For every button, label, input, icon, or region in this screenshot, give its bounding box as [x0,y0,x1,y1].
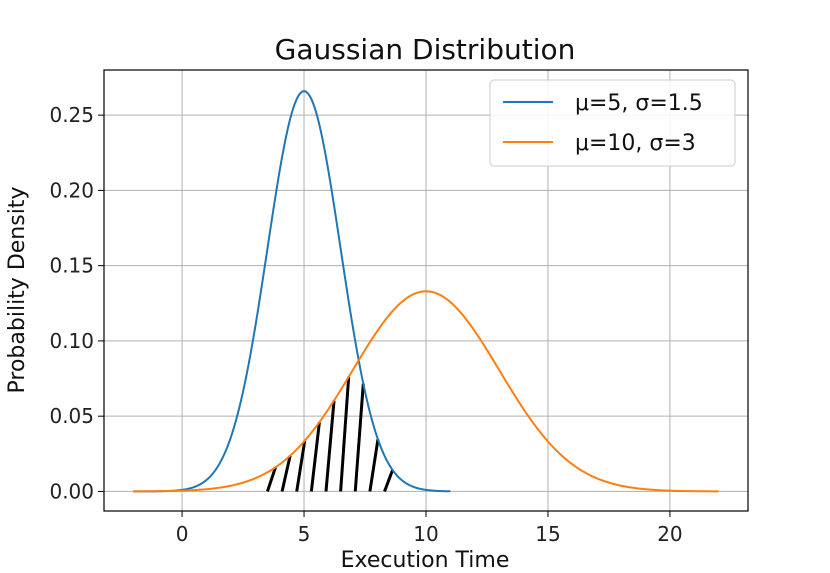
hatch-line [324,400,336,492]
x-tick-label: 5 [298,522,311,546]
x-axis-label: Execution Time [341,548,510,573]
y-tick-label: 0.00 [49,479,94,503]
hatched-region [266,376,394,492]
hatch-line [280,455,292,492]
hatch-line [295,440,307,492]
hatch-line [383,469,394,492]
hatch-line [339,376,351,492]
x-tick-label: 20 [657,522,682,546]
legend-label-1: μ=5, σ=1.5 [575,91,703,116]
x-tick-label: 10 [413,522,438,546]
legend-label-2: μ=10, σ=3 [575,131,696,156]
y-tick-label: 0.15 [49,254,94,278]
x-tick-label: 0 [176,522,189,546]
x-tick-label: 15 [535,522,560,546]
y-tick-label: 0.05 [49,404,94,428]
series-lines [133,90,719,493]
y-axis-label: Probability Density [5,187,30,394]
hatch-line [266,466,277,492]
y-tick-label: 0.10 [49,329,94,353]
hatch-line [368,439,380,492]
series-line-1 [133,90,451,493]
ticks: 0 5 10 15 20 0.00 0.05 0.10 0.15 0.20 0.25 [49,103,682,546]
legend: μ=5, σ=1.5 μ=10, σ=3 [489,79,736,167]
y-tick-label: 0.20 [49,178,94,202]
hatch-line [353,383,365,492]
series-line-2 [133,290,719,493]
y-tick-label: 0.25 [49,103,94,127]
hatch-line [309,421,321,492]
chart-title: Gaussian Distribution [275,33,576,66]
grid [104,70,748,511]
